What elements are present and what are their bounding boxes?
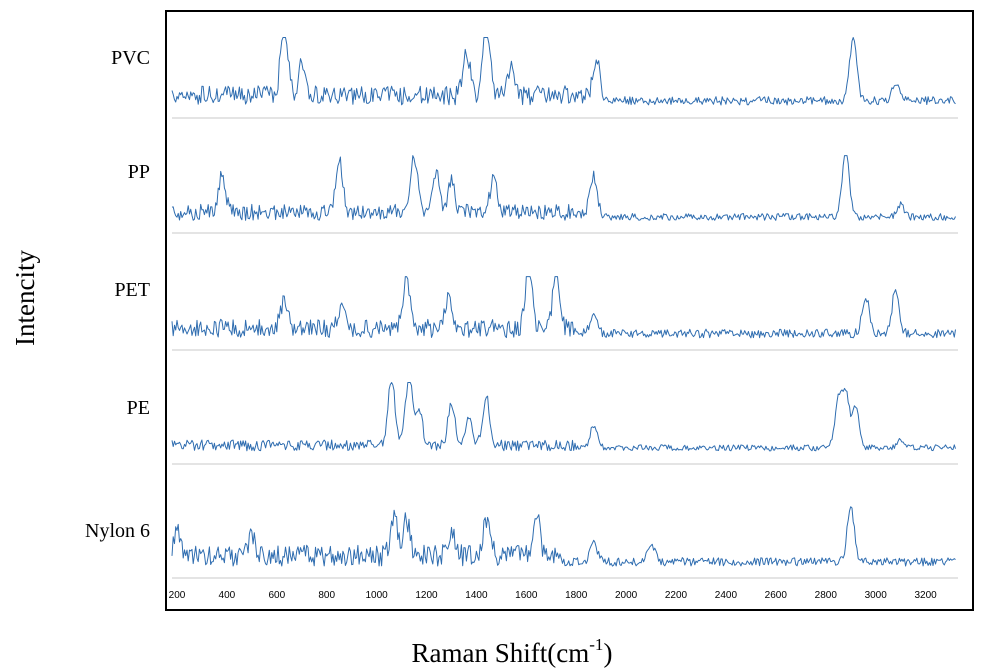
- x-tick-label-1600: 1600: [515, 590, 538, 601]
- x-tick-label-1000: 1000: [365, 590, 388, 601]
- x-axis-title-superscript: -1: [589, 635, 603, 654]
- plot-frame: [165, 10, 974, 611]
- x-tick-label-2800: 2800: [815, 590, 838, 601]
- x-tick-labels: 200 400 600 800 1000 1200 1400 1600 1800 2000 2200…: [169, 590, 938, 601]
- x-tick-label-2600: 2600: [765, 590, 788, 601]
- spectrum-line-pvc: [171, 37, 956, 106]
- spectra-layer: PVC PP PET PE Nylon 6: [85, 37, 958, 579]
- x-tick-label-2000: 2000: [615, 590, 638, 601]
- series-label-pvc: PVC: [111, 47, 150, 69]
- series-label-pe: PE: [127, 397, 150, 419]
- x-axis-title-close: ): [603, 638, 612, 668]
- x-tick-label-1400: 1400: [465, 590, 488, 601]
- x-tick-label-400: 400: [219, 590, 236, 601]
- x-tick-label-1800: 1800: [565, 590, 588, 601]
- x-tick-label-200: 200: [169, 590, 186, 601]
- series-label-pet: PET: [114, 279, 150, 301]
- x-tick-label-800: 800: [318, 590, 335, 601]
- x-axis-title: Raman Shift(cm-1): [412, 635, 613, 668]
- spectrum-line-pe: [171, 382, 956, 452]
- spectrum-line-nylon-6: [171, 506, 956, 567]
- x-axis-title-main: Raman Shift(cm: [412, 638, 590, 668]
- x-tick-label-1200: 1200: [415, 590, 438, 601]
- x-tick-label-3000: 3000: [865, 590, 888, 601]
- x-tick-label-600: 600: [268, 590, 285, 601]
- series-label-pp: PP: [128, 161, 150, 183]
- spectrum-line-pp: [171, 155, 956, 221]
- y-axis-title: Intencity: [10, 250, 40, 346]
- x-tick-label-3200: 3200: [914, 590, 937, 601]
- series-label-nylon-6: Nylon 6: [85, 520, 150, 542]
- x-tick-label-2400: 2400: [715, 590, 738, 601]
- spectrum-line-pet: [171, 276, 956, 339]
- x-tick-label-2200: 2200: [665, 590, 688, 601]
